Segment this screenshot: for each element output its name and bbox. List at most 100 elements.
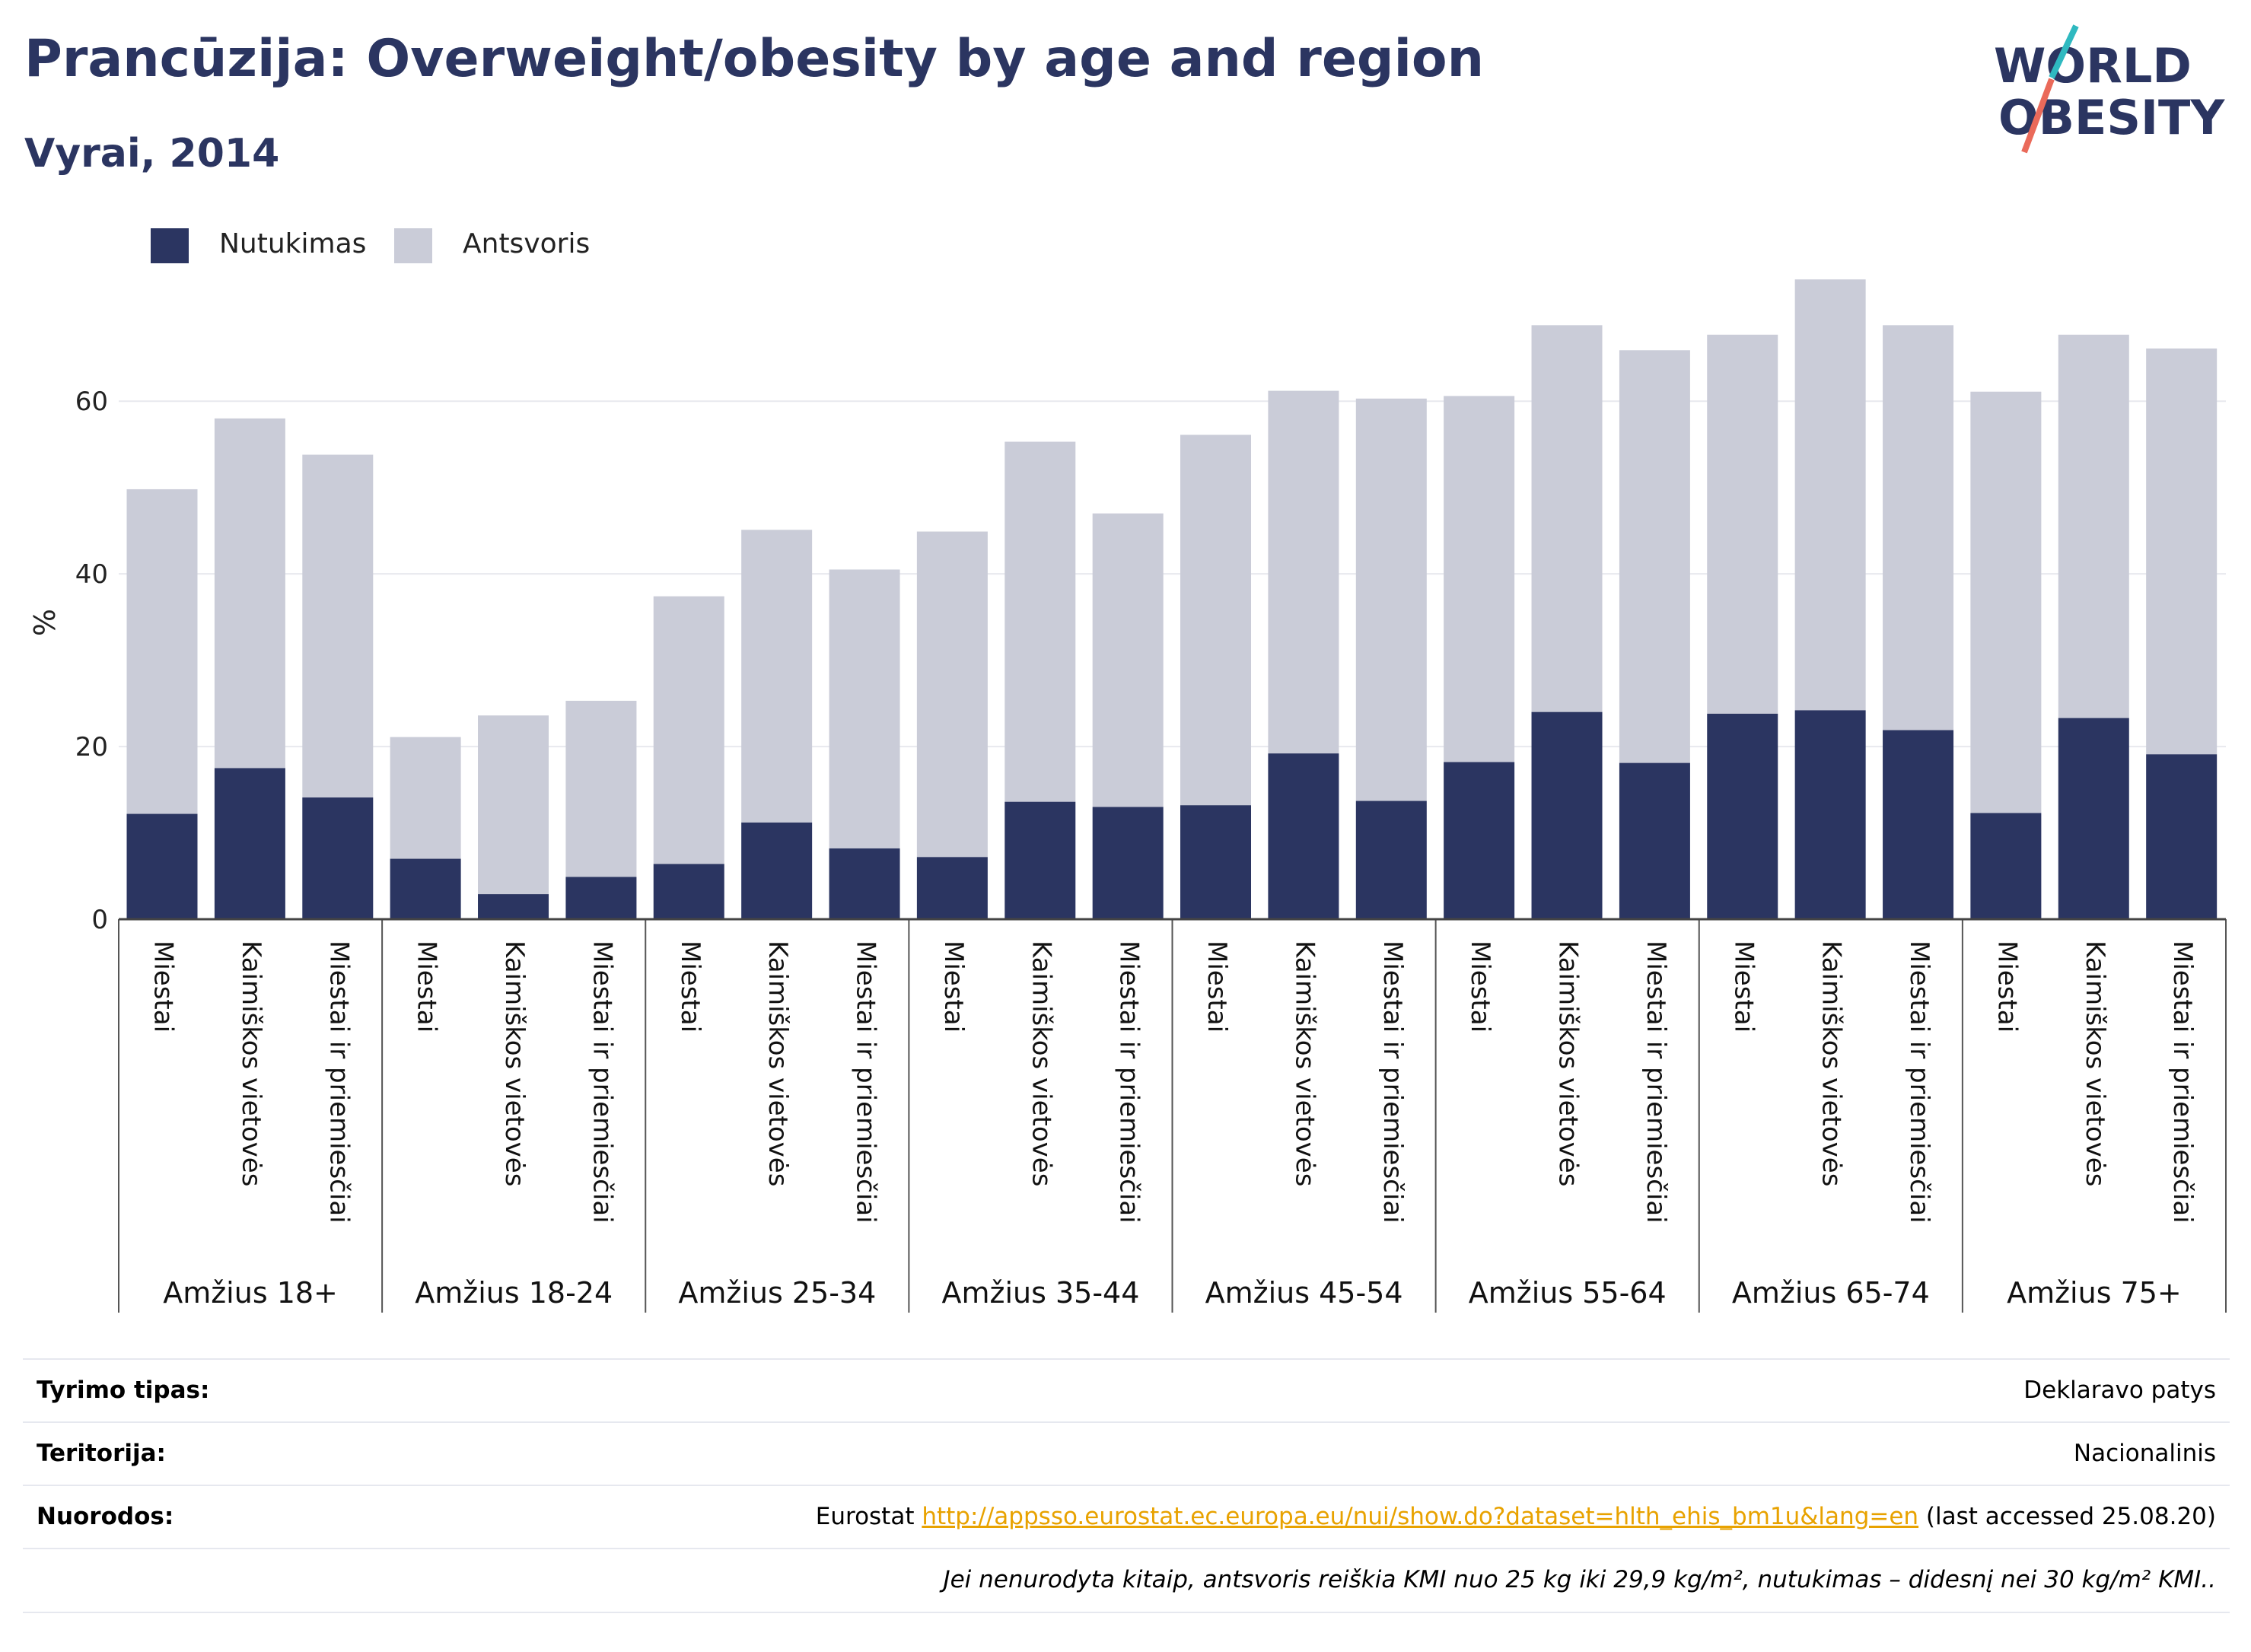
- legend-swatch-overweight: [394, 228, 432, 263]
- bar-obesity: [2058, 718, 2129, 919]
- x-category-label: Miestai ir priemiesčiai: [2167, 941, 2198, 1224]
- bar-overweight: [1794, 279, 1866, 711]
- bar-obesity: [1794, 710, 1866, 919]
- bar-obesity: [1707, 713, 1778, 919]
- legend-label-obesity: Nutukimas: [219, 228, 367, 259]
- bar-obesity: [1180, 805, 1251, 919]
- info-row-survey: Tyrimo tipas: Deklaravo patys: [23, 1358, 2230, 1422]
- x-category-label: Kaimiškos vietovės: [763, 941, 793, 1186]
- bar-obesity: [829, 848, 900, 919]
- bar-overweight: [653, 596, 724, 864]
- bar-overweight: [2146, 348, 2218, 755]
- page-title: Prancūzija: Overweight/obesity by age an…: [24, 29, 1485, 89]
- bar-obesity: [478, 894, 549, 919]
- x-category-label: Miestai: [938, 941, 969, 1033]
- x-category-label: Kaimiškos vietovės: [1026, 941, 1056, 1186]
- bar-overweight: [126, 489, 198, 814]
- x-category-label: Miestai ir priemiesčiai: [1904, 941, 1934, 1224]
- x-category-label: Miestai ir priemiesčiai: [323, 941, 354, 1224]
- x-group-label: Amžius 55-64: [1469, 1276, 1667, 1310]
- info-row-territory: Teritorija: Nacionalinis: [23, 1421, 2230, 1485]
- bar-overweight: [1444, 396, 1515, 762]
- bar-obesity: [1005, 801, 1076, 919]
- bar-overweight: [214, 418, 285, 769]
- definition-note: Jei nenurodyta kitaip, antsvoris reiškia…: [943, 1566, 2216, 1593]
- x-group-label: Amžius 75+: [2007, 1276, 2182, 1310]
- info-value-references: Eurostat http://appsso.eurostat.ec.europ…: [816, 1503, 2216, 1530]
- y-tick-label: 0: [91, 905, 108, 935]
- info-key-references: Nuorodos:: [37, 1503, 174, 1530]
- y-tick-label: 20: [75, 732, 108, 762]
- bar-overweight: [1005, 441, 1076, 802]
- legend-swatch-obesity: [151, 228, 189, 263]
- x-category-label: Miestai ir priemiesčiai: [1114, 941, 1145, 1224]
- bar-overweight: [1355, 398, 1427, 801]
- info-key-survey: Tyrimo tipas:: [37, 1377, 210, 1404]
- x-category-label: Kaimiškos vietovės: [236, 941, 266, 1186]
- x-category-label: Miestai: [1202, 941, 1232, 1033]
- bar-obesity: [1355, 801, 1427, 919]
- x-group-label: Amžius 18-24: [415, 1276, 613, 1310]
- reference-suffix: (last accessed 25.08.20): [1918, 1503, 2216, 1530]
- bar-obesity: [1619, 762, 1690, 919]
- bar-obesity: [390, 858, 461, 919]
- x-category-label: Miestai ir priemiesčiai: [587, 941, 617, 1224]
- y-tick-label: 60: [75, 387, 108, 417]
- bar-overweight: [1268, 390, 1339, 754]
- bar-obesity: [126, 813, 198, 919]
- x-category-label: Miestai ir priemiesčiai: [1377, 941, 1408, 1224]
- bar-obesity: [1092, 807, 1164, 919]
- bar-obesity: [653, 864, 724, 919]
- bar-overweight: [565, 700, 637, 877]
- bar-overweight: [1883, 325, 1954, 731]
- info-value-territory: Nacionalinis: [2073, 1440, 2216, 1467]
- bar-overweight: [1970, 391, 2042, 813]
- x-category-label: Kaimiškos vietovės: [1553, 941, 1584, 1186]
- bar-overweight: [478, 715, 549, 895]
- bar-obesity: [1444, 762, 1515, 919]
- legend-label-overweight: Antsvoris: [463, 228, 591, 259]
- x-group-label: Amžius 35-44: [941, 1276, 1139, 1310]
- bar-overweight: [829, 569, 900, 848]
- bar-obesity: [1531, 711, 1603, 919]
- bar-overweight: [2058, 334, 2129, 718]
- x-category-label: Kaimiškos vietovės: [1289, 941, 1320, 1186]
- x-category-label: Kaimiškos vietovės: [1816, 941, 1847, 1186]
- bar-overweight: [916, 531, 988, 858]
- bar-obesity: [2146, 754, 2218, 919]
- bar-obesity: [916, 857, 988, 919]
- x-category-label: Miestai: [1728, 941, 1759, 1033]
- bar-overweight: [302, 454, 374, 798]
- svg-text:WORLD: WORLD: [1994, 38, 2192, 94]
- x-category-label: Miestai: [1465, 941, 1495, 1033]
- stacked-bar-chart: 0 20 40 60% Miestai Kaimiškos vietovės Miestai…: [28, 279, 2227, 1313]
- x-category-label: Miestai ir priemiesčiai: [851, 941, 881, 1224]
- bar-overweight: [1619, 350, 1690, 763]
- bar-overweight: [1092, 513, 1164, 807]
- reference-prefix: Eurostat: [815, 1503, 922, 1530]
- x-group-label: Amžius 18+: [163, 1276, 338, 1310]
- x-group-label: Amžius 25-34: [678, 1276, 876, 1310]
- bar-overweight: [1707, 334, 1778, 714]
- x-group-label: Amžius 45-54: [1205, 1276, 1403, 1310]
- x-category-label: Miestai ir priemiesčiai: [1641, 941, 1671, 1224]
- bar-obesity: [741, 822, 813, 919]
- reference-link[interactable]: http://appsso.eurostat.ec.europa.eu/nui/…: [922, 1503, 1919, 1530]
- x-category-label: Kaimiškos vietovės: [2080, 941, 2110, 1186]
- x-category-label: Miestai: [148, 941, 179, 1033]
- x-category-label: Miestai: [675, 941, 705, 1033]
- bar-obesity: [1268, 753, 1339, 919]
- bar-obesity: [302, 797, 374, 919]
- x-category-label: Kaimiškos vietovės: [499, 941, 530, 1186]
- info-row-note: Jei nenurodyta kitaip, antsvoris reiškia…: [23, 1548, 2230, 1613]
- y-axis-label: %: [28, 609, 62, 636]
- info-row-references: Nuorodos: Eurostat http://appsso.eurosta…: [23, 1485, 2230, 1549]
- page-subtitle: Vyrai, 2014: [24, 131, 280, 177]
- bar-obesity: [1883, 730, 1954, 919]
- x-category-label: Miestai: [412, 941, 442, 1033]
- y-tick-label: 40: [75, 559, 108, 590]
- info-key-territory: Teritorija:: [37, 1440, 166, 1467]
- bar-overweight: [741, 530, 813, 823]
- bar-obesity: [565, 877, 637, 919]
- bar-overweight: [1180, 434, 1251, 806]
